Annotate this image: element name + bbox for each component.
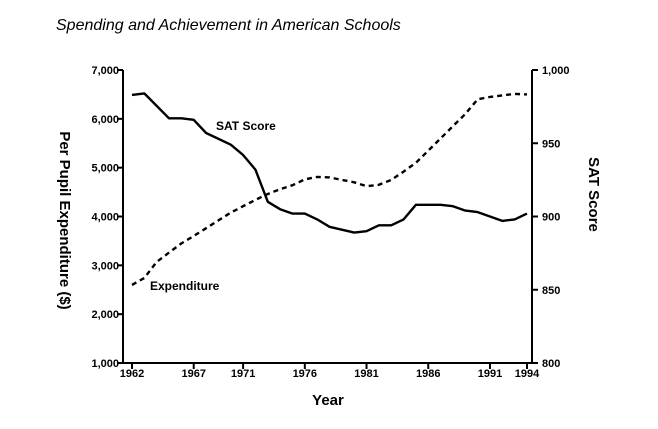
x-axis-title: Year [312,392,344,409]
y-left-tick-label: 7,000 [91,65,119,77]
y-left-tick-label: 1,000 [91,358,119,370]
y-right-tick-label: 950 [542,138,560,150]
x-tick-label: 1976 [293,368,317,380]
x-tick-label: 1991 [478,368,502,380]
x-tick-label: 1981 [354,368,378,380]
y-right-tick-label: 850 [542,285,560,297]
x-tick-label: 1962 [120,368,144,380]
y-left-tick-label: 5,000 [91,163,119,175]
labels: 1,000 2,000 3,000 4,000 5,000 6,000 7,000 800 85… [56,65,602,409]
y-axis-left-title: Per Pupil Expenditure ($) [56,131,73,309]
y-left-tick-label: 3,000 [91,260,119,272]
axes [122,70,533,364]
y-left-tick-label: 6,000 [91,114,119,126]
y-left-tick-label: 2,000 [91,309,119,321]
x-tick-label: 1994 [515,368,540,380]
y-axis-right-title: SAT Score [585,157,602,232]
x-tick-label: 1986 [416,368,440,380]
sat-score-line [131,92,528,234]
chart-title: Spending and Achievement in American Sch… [56,17,401,34]
y-right-tick-label: 800 [542,358,560,370]
series-label-expenditure: Expenditure [150,279,220,293]
y-right-tick-label: 900 [542,212,560,224]
x-tick-label: 1971 [231,368,255,380]
series-lines [131,92,528,286]
x-tick-label: 1967 [181,368,205,380]
series-label-sat-score: SAT Score [216,119,276,133]
tick-marks [117,69,538,369]
y-left-tick-label: 4,000 [91,212,119,224]
y-right-tick-label: 1,000 [542,65,570,77]
expenditure-line [131,92,528,286]
